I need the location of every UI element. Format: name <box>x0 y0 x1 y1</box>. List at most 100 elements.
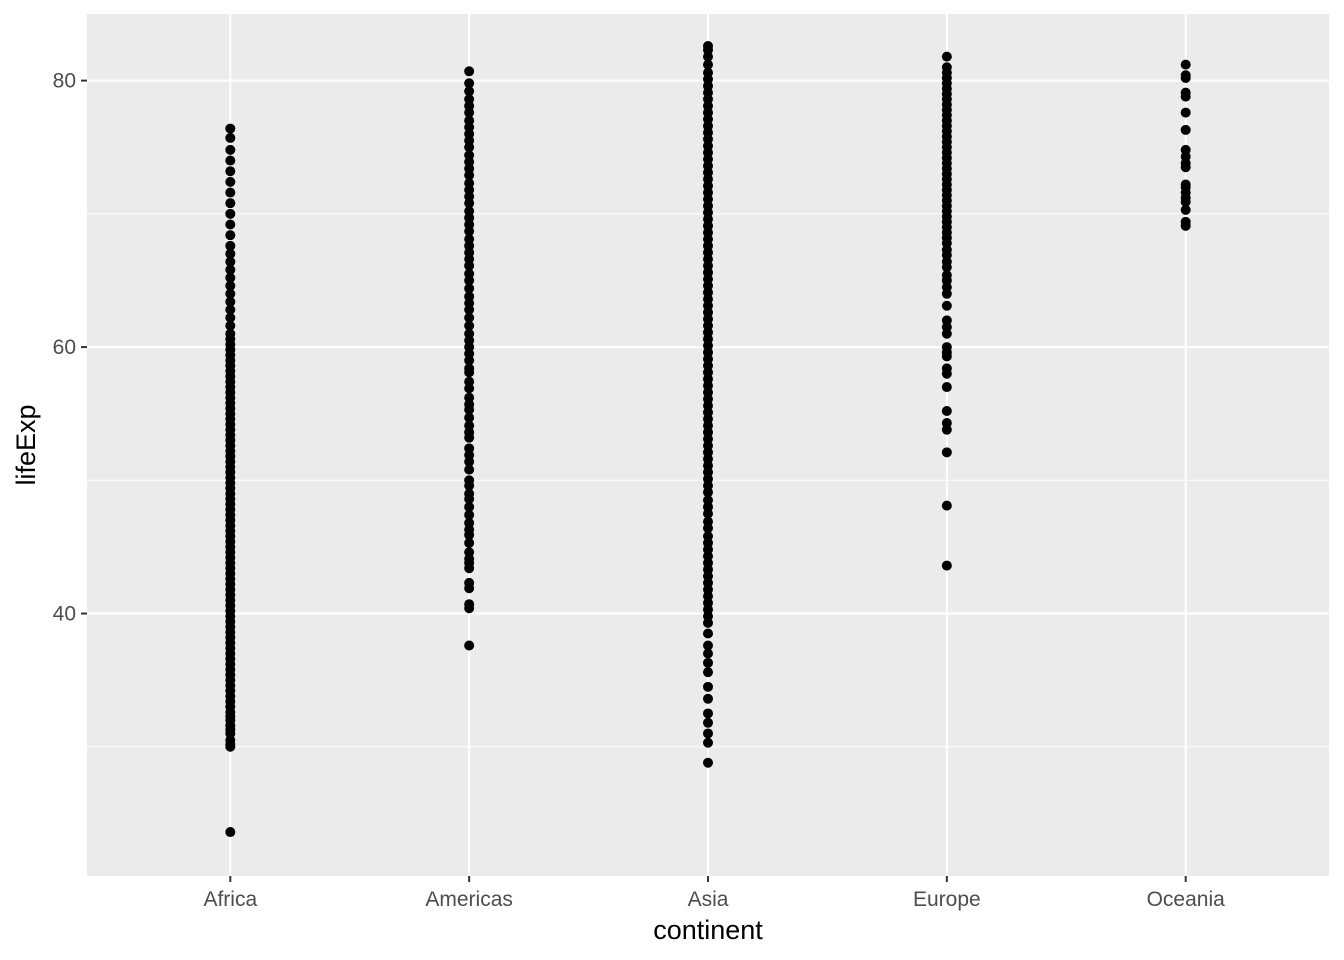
y-axis: 40 60 80 <box>53 70 87 626</box>
data-point <box>1180 107 1191 118</box>
data-point <box>703 657 713 668</box>
x-tick-label: Asia <box>688 888 729 911</box>
data-point <box>703 693 713 704</box>
x-tick-label: Africa <box>203 888 257 911</box>
data-point <box>225 123 236 134</box>
data-point <box>464 501 475 512</box>
data-point <box>464 599 475 610</box>
data-point <box>464 537 475 548</box>
x-axis-title: continent <box>653 915 763 945</box>
data-point <box>464 509 475 520</box>
data-point <box>464 66 475 77</box>
data-point <box>941 51 952 62</box>
data-point <box>464 488 475 499</box>
data-point <box>464 291 475 302</box>
data-point <box>464 517 475 528</box>
data-point <box>225 827 236 838</box>
data-point <box>703 728 713 739</box>
data-point <box>941 418 952 429</box>
data-point <box>703 59 713 70</box>
data-point <box>225 264 236 275</box>
data-point <box>464 328 475 339</box>
x-tick-label: Europe <box>913 888 981 911</box>
data-point <box>225 166 236 177</box>
data-point <box>225 176 236 187</box>
data-point <box>225 272 236 283</box>
data-point <box>464 392 475 403</box>
data-point <box>464 206 475 217</box>
data-point <box>225 132 236 143</box>
data-point <box>464 420 475 431</box>
data-point <box>1180 144 1191 155</box>
y-tick-label: 80 <box>53 70 76 93</box>
data-point <box>225 288 236 299</box>
data-point <box>225 155 236 166</box>
data-point <box>1180 70 1191 81</box>
data-point <box>703 531 713 542</box>
data-point <box>941 363 952 374</box>
data-point <box>225 304 236 315</box>
data-point <box>941 500 952 511</box>
y-axis-title: lifeExp <box>11 404 41 485</box>
data-point <box>703 717 713 728</box>
x-tick-label: Americas <box>425 888 513 911</box>
data-point <box>464 78 475 89</box>
data-point <box>225 312 236 323</box>
data-point <box>703 628 713 639</box>
data-point <box>703 737 713 748</box>
y-tick-label: 60 <box>53 336 76 359</box>
data-point <box>225 219 236 230</box>
data-point <box>464 86 475 97</box>
data-point <box>464 94 475 105</box>
data-point <box>464 363 475 374</box>
data-point <box>941 315 952 326</box>
data-point <box>941 300 952 311</box>
data-point <box>703 495 713 506</box>
data-point <box>225 328 236 339</box>
data-point <box>703 708 713 719</box>
data-point <box>1180 59 1191 70</box>
data-point <box>225 248 236 259</box>
data-point <box>464 115 475 126</box>
data-point <box>1180 124 1191 135</box>
data-point <box>464 178 475 189</box>
data-point <box>464 268 475 279</box>
data-point <box>464 320 475 331</box>
data-point <box>464 283 475 294</box>
data-point <box>1180 216 1191 227</box>
data-point <box>703 67 713 78</box>
data-point <box>703 640 713 651</box>
data-point <box>225 240 236 251</box>
x-tick-label: Oceania <box>1147 888 1226 911</box>
data-point <box>464 234 475 245</box>
data-point <box>225 198 236 209</box>
data-point <box>703 757 713 768</box>
x-axis: Africa Americas Asia Europe Oceania <box>203 876 1225 911</box>
data-point <box>703 40 713 51</box>
data-point <box>225 187 236 198</box>
data-point <box>703 681 713 692</box>
data-point <box>464 577 475 588</box>
data-point <box>1180 179 1191 190</box>
data-point <box>464 464 475 475</box>
data-point <box>225 208 236 219</box>
data-point <box>225 320 236 331</box>
data-point <box>1180 87 1191 98</box>
data-point <box>464 547 475 558</box>
data-point <box>941 560 952 571</box>
data-points <box>225 40 1191 838</box>
data-point <box>225 296 236 307</box>
data-point <box>1180 204 1191 215</box>
data-point <box>464 412 475 423</box>
y-tick-label: 40 <box>53 603 76 626</box>
data-point <box>464 376 475 387</box>
data-point <box>703 667 713 678</box>
data-point <box>941 62 952 73</box>
data-point <box>941 382 952 393</box>
data-point <box>225 256 236 267</box>
data-point <box>225 280 236 291</box>
data-point <box>464 640 475 651</box>
data-point <box>464 443 475 454</box>
data-point <box>703 516 713 527</box>
